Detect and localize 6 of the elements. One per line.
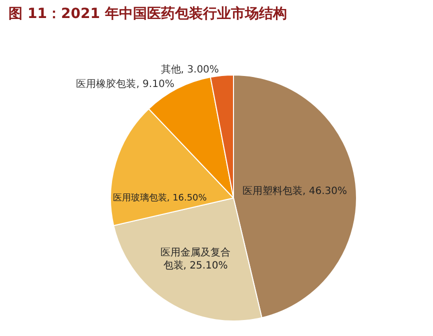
slice-label: 医用玻璃包装, 16.50% (112, 192, 207, 204)
slice-label: 医用金属及复合包装, 25.10% (160, 246, 231, 272)
slice-label: 医用塑料包装, 46.30% (242, 184, 348, 197)
slice-label: 其他, 3.00% (160, 64, 219, 76)
slice-label: 医用橡胶包装, 9.10% (76, 78, 174, 90)
chart-title: 图 11：2021 年中国医药包装行业市场结构 (8, 5, 287, 22)
